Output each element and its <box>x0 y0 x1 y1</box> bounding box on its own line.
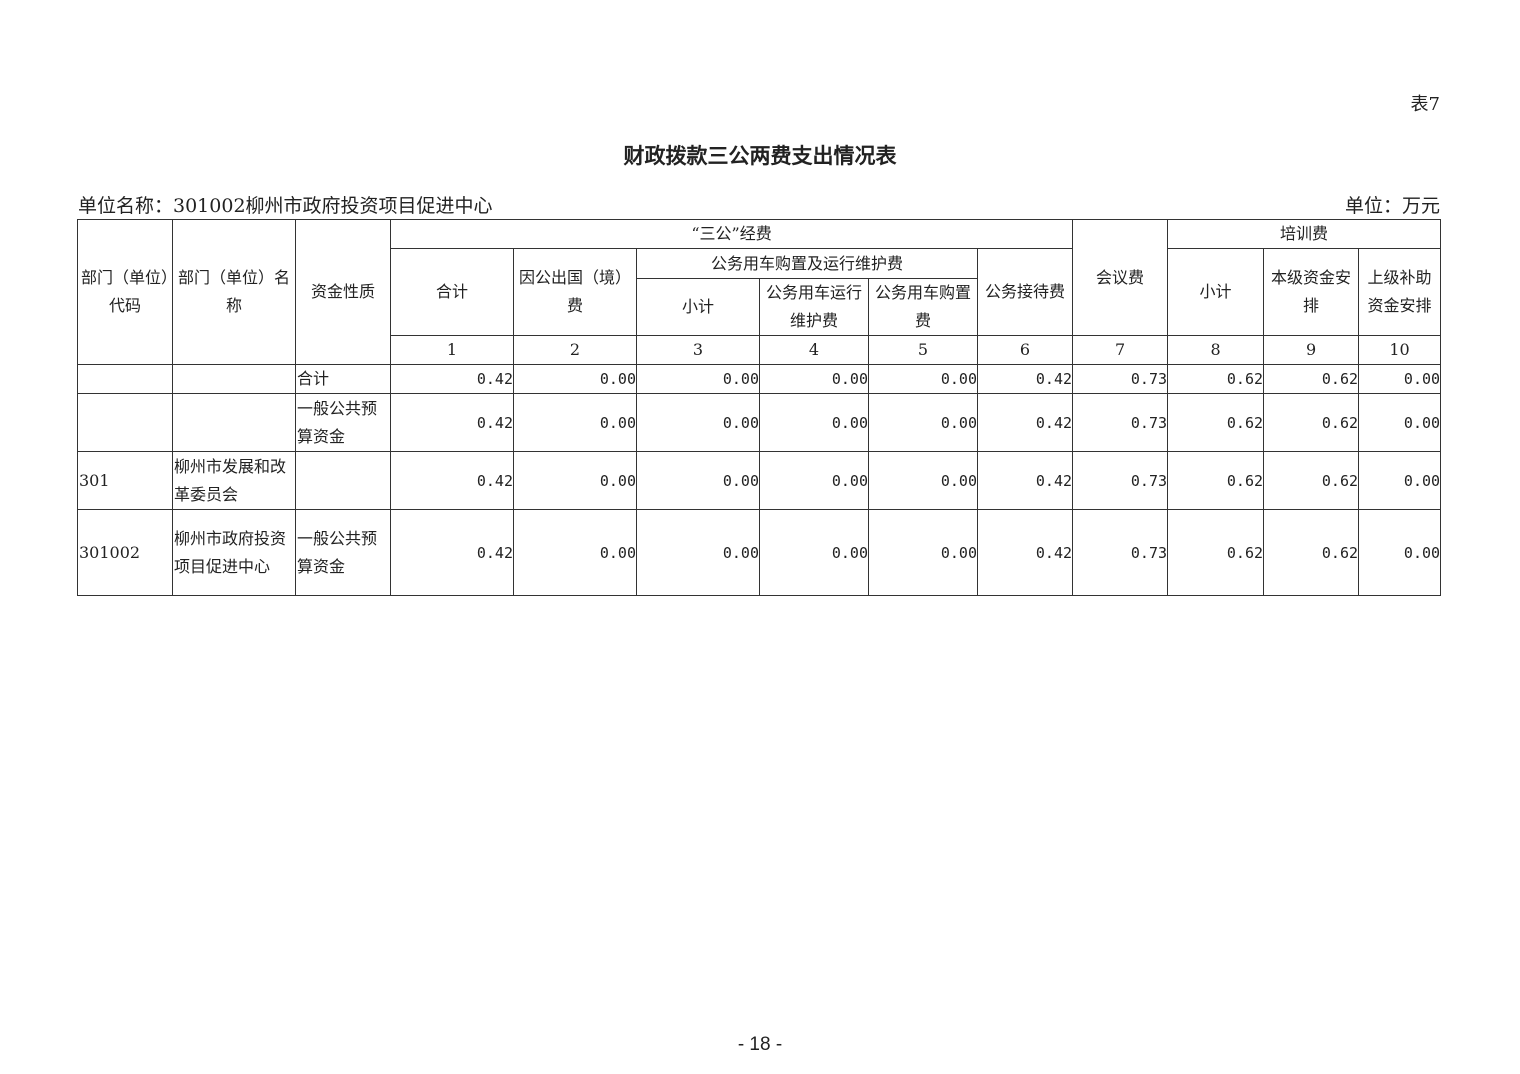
value-cell: 0.00 <box>636 509 760 596</box>
fund-type-cell: 一般公共预算资金 <box>295 509 391 596</box>
header-train-local: 本级资金安排 <box>1263 248 1360 336</box>
dept-code-cell: 301 <box>77 451 173 510</box>
column-number: 9 <box>1263 335 1360 365</box>
value-cell: 0.73 <box>1072 509 1169 596</box>
value-cell: 0.00 <box>513 393 637 452</box>
value-cell: 0.62 <box>1167 364 1265 394</box>
value-cell: 0.42 <box>976 393 1074 452</box>
column-number: 10 <box>1358 335 1442 365</box>
value-cell: 0.42 <box>976 509 1074 596</box>
fund-type-cell <box>295 451 391 510</box>
unit-name: 单位名称：301002柳州市政府投资项目促进中心 <box>78 195 493 217</box>
value-cell: 0.62 <box>1263 364 1360 394</box>
value-cell: 0.00 <box>868 393 978 452</box>
value-cell: 0.00 <box>513 451 637 510</box>
value-cell: 0.62 <box>1263 451 1360 510</box>
column-number: 4 <box>759 335 869 365</box>
value-cell: 0.00 <box>513 364 637 394</box>
dept-name-cell <box>172 393 296 452</box>
currency-unit: 单位：万元 <box>1344 195 1440 217</box>
header-sangong: “三公”经费 <box>389 219 1074 249</box>
value-cell: 0.00 <box>868 364 978 394</box>
column-number: 6 <box>976 335 1074 365</box>
header-train-upper: 上级补助资金安排 <box>1358 248 1442 336</box>
header-training: 培训费 <box>1167 219 1442 249</box>
column-number: 1 <box>390 335 514 365</box>
value-cell: 0.00 <box>759 451 869 510</box>
page-title: 财政拨款三公两费支出情况表 <box>623 143 897 168</box>
header-dept-code: 部门（单位）代码 <box>77 219 173 365</box>
value-cell: 0.62 <box>1263 393 1360 452</box>
header-car-subtotal: 小计 <box>636 278 760 336</box>
header-abroad: 因公出国（境）费 <box>513 248 637 336</box>
value-cell: 0.42 <box>976 451 1074 510</box>
header-car-run: 公务用车运行维护费 <box>759 278 869 336</box>
column-number: 5 <box>868 335 978 365</box>
value-cell: 0.00 <box>513 509 637 596</box>
value-cell: 0.00 <box>1358 509 1442 596</box>
table-row: 301 柳州市发展和改革委员会 0.42 0.00 0.00 0.00 0.00 0.42 0.… <box>77 451 1442 510</box>
value-cell: 0.00 <box>1358 393 1442 452</box>
fund-type-cell: 一般公共预算资金 <box>295 393 391 452</box>
value-cell: 0.00 <box>636 393 760 452</box>
table-number: 表7 <box>1410 94 1440 115</box>
value-cell: 0.42 <box>976 364 1074 394</box>
dept-name-cell: 柳州市政府投资项目促进中心 <box>172 509 296 596</box>
column-number: 3 <box>636 335 760 365</box>
value-cell: 0.00 <box>868 509 978 596</box>
table-row: 301002 柳州市政府投资项目促进中心 一般公共预算资金 0.42 0.00 0.00 0… <box>77 509 1442 596</box>
value-cell: 0.00 <box>868 451 978 510</box>
column-number: 8 <box>1167 335 1265 365</box>
header-car: 公务用车购置及运行维护费 <box>636 248 978 279</box>
column-number: 2 <box>513 335 637 365</box>
value-cell: 0.62 <box>1263 509 1360 596</box>
header-train-subtotal: 小计 <box>1167 248 1265 336</box>
dept-name-cell: 柳州市发展和改革委员会 <box>172 451 296 510</box>
table-row: 合计 0.42 0.00 0.00 0.00 0.00 0.42 0.73 0.62 0.62 0.… <box>77 364 1442 394</box>
value-cell: 0.00 <box>1358 451 1442 510</box>
value-cell: 0.62 <box>1167 509 1265 596</box>
value-cell: 0.00 <box>636 364 760 394</box>
dept-code-cell: 301002 <box>77 509 173 596</box>
value-cell: 0.00 <box>759 509 869 596</box>
value-cell: 0.00 <box>636 451 760 510</box>
fund-type-cell: 合计 <box>295 364 391 394</box>
value-cell: 0.00 <box>759 364 869 394</box>
header-car-buy: 公务用车购置费 <box>868 278 978 336</box>
value-cell: 0.00 <box>1358 364 1442 394</box>
header-fund-type: 资金性质 <box>295 219 391 365</box>
dept-code-cell <box>77 364 173 394</box>
value-cell: 0.42 <box>390 393 514 452</box>
header-dept-name: 部门（单位）名称 <box>172 219 296 365</box>
header-total: 合计 <box>390 248 514 336</box>
value-cell: 0.73 <box>1072 364 1169 394</box>
value-cell: 0.00 <box>759 393 869 452</box>
value-cell: 0.42 <box>390 451 514 510</box>
value-cell: 0.73 <box>1072 451 1169 510</box>
column-number: 7 <box>1072 335 1169 365</box>
table-row: 一般公共预算资金 0.42 0.00 0.00 0.00 0.00 0.42 0.73 0.62… <box>77 393 1442 452</box>
value-cell: 0.42 <box>390 509 514 596</box>
dept-code-cell <box>77 393 173 452</box>
value-cell: 0.62 <box>1167 393 1265 452</box>
header-reception: 公务接待费 <box>976 248 1074 336</box>
value-cell: 0.42 <box>390 364 514 394</box>
header-meeting: 会议费 <box>1072 219 1169 336</box>
expense-table: 部门（单位）代码 部门（单位）名称 资金性质 “三公”经费 会议费 培训费 合计… <box>77 219 1442 596</box>
page-number: - 18 - <box>737 1034 783 1055</box>
value-cell: 0.62 <box>1167 451 1265 510</box>
dept-name-cell <box>172 364 296 394</box>
value-cell: 0.73 <box>1072 393 1169 452</box>
